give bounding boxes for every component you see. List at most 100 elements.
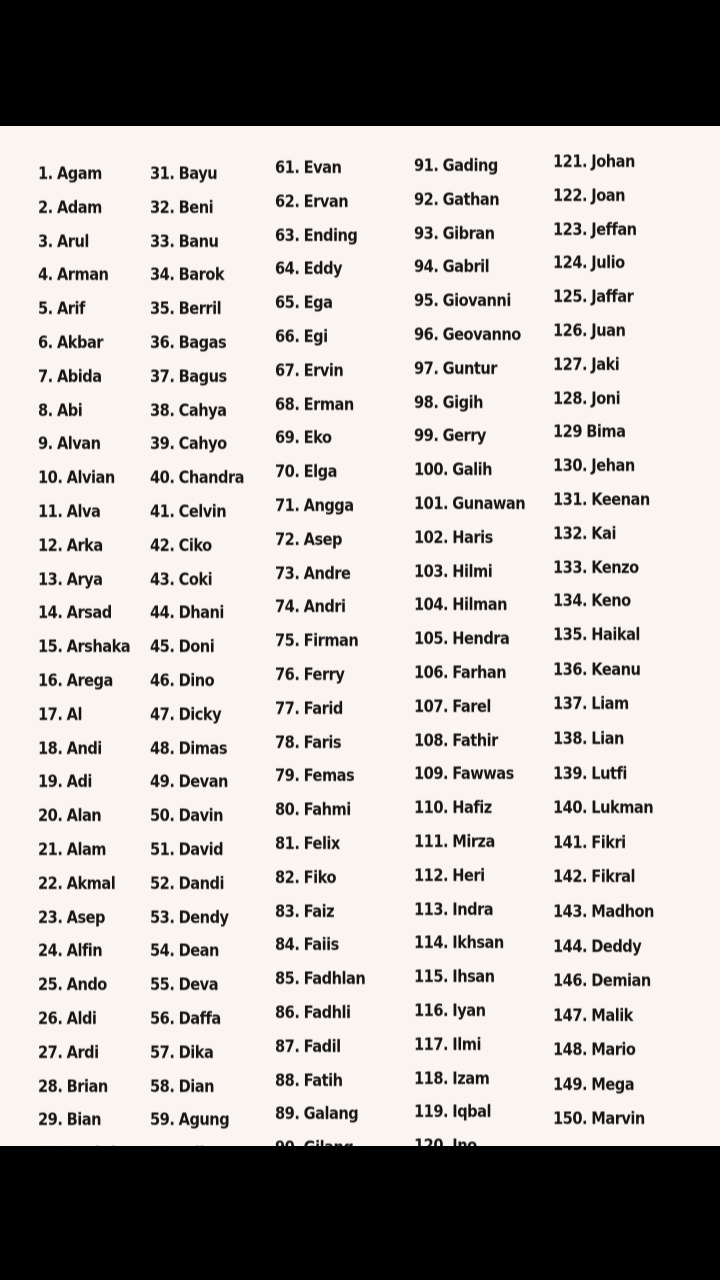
- list-item: 39. Cahyo: [150, 434, 244, 468]
- item-name: Haikal: [591, 625, 640, 646]
- list-item: 1. Agam: [38, 164, 132, 198]
- list-item: 15. Arshaka: [38, 637, 132, 671]
- list-item: 129 Bima: [553, 422, 654, 456]
- list-item: 28. Brian: [38, 1077, 132, 1111]
- item-name: Gathan: [442, 189, 500, 210]
- item-name: Juan: [591, 320, 626, 341]
- item-name: Bagas: [178, 332, 227, 353]
- list-item: 65. Ega: [275, 293, 365, 327]
- item-number: 125.: [553, 287, 588, 308]
- item-name: Arif: [57, 299, 85, 320]
- list-item: 128. Joni: [553, 389, 654, 423]
- item-name: Dean: [178, 941, 220, 962]
- list-item: 137. Liam: [553, 694, 654, 729]
- item-name: Abida: [57, 366, 102, 387]
- item-number: 123.: [553, 219, 588, 240]
- item-number: 66.: [275, 326, 300, 347]
- list-item: 132. Kai: [553, 524, 654, 558]
- item-number: 62.: [275, 191, 300, 212]
- item-number: 104.: [414, 595, 449, 616]
- item-number: 124.: [553, 253, 588, 274]
- item-number: 129: [553, 422, 582, 443]
- list-item: 49. Devan: [150, 772, 244, 806]
- item-number: 7.: [38, 366, 53, 387]
- list-item: 115. Ihsan: [414, 967, 525, 1001]
- item-name: Dimas: [178, 738, 228, 759]
- list-item: 136. Keanu: [553, 660, 654, 695]
- list-item: 89. Galang: [275, 1104, 365, 1138]
- item-number: 51.: [150, 839, 175, 860]
- item-number: 128.: [553, 388, 588, 409]
- list-item: 108. Fathir: [414, 731, 525, 765]
- item-name: Al: [66, 704, 83, 725]
- item-number: 42.: [150, 535, 175, 556]
- item-name: Ferry: [303, 664, 345, 685]
- item-name: Bayu: [178, 164, 218, 184]
- item-number: 110.: [414, 798, 449, 819]
- name-column: 121. Johan 122. Joan 123. Jeffan 124. Julio 125.…: [553, 152, 670, 1144]
- item-number: 22.: [38, 873, 63, 894]
- list-item: 99. Gerry: [414, 426, 525, 460]
- item-number: 84.: [275, 935, 300, 956]
- item-name: Alvan: [57, 434, 101, 455]
- name-column: 31. Bayu 32. Beni 33. Banu 34. Barok 35. Berril 36…: [150, 164, 259, 1146]
- item-name: Brian: [66, 1076, 109, 1097]
- list-item: 56. Daffa: [150, 1009, 244, 1043]
- list-item: 27. Ardi: [38, 1043, 132, 1077]
- list-item: 125. Jaffar: [553, 287, 654, 321]
- item-name: Dian: [178, 1076, 215, 1097]
- list-item: 25. Ando: [38, 975, 132, 1009]
- item-name: Mirza: [452, 831, 495, 852]
- list-item: 109. Fawwas: [414, 764, 525, 798]
- item-number: 18.: [38, 738, 63, 759]
- item-number: 85.: [275, 969, 300, 990]
- list-item: 9. Alvan: [38, 434, 132, 468]
- item-number: 141.: [553, 832, 588, 853]
- list-item: 54. Dean: [150, 941, 244, 975]
- item-name: Chandra: [178, 468, 245, 489]
- list-item: 22. Akmal: [38, 874, 132, 908]
- item-name: Keenan: [591, 489, 650, 510]
- item-name: Felix: [303, 833, 341, 854]
- list-item: 149. Mega: [553, 1075, 654, 1110]
- item-number: 60.: [150, 1144, 175, 1146]
- item-number: 4.: [38, 265, 53, 286]
- item-number: 2.: [38, 197, 53, 218]
- item-number: 83.: [275, 901, 300, 922]
- item-number: 43.: [150, 569, 175, 590]
- name-column: 91. Gading 92. Gathan 93. Gibran 94. Gabril 95. G…: [414, 156, 543, 1146]
- list-item: 113. Indra: [414, 900, 525, 934]
- name-column: 61. Evan 62. Ervan 63. Ending 64. Eddy 65. Ega 66.…: [275, 158, 380, 1146]
- list-item: 96. Geovanno: [414, 325, 525, 359]
- item-name: Dandi: [178, 873, 225, 894]
- list-item: 18. Andi: [38, 739, 132, 773]
- item-name: Faiis: [303, 935, 340, 956]
- item-name: Galih: [452, 460, 493, 481]
- list-item: 19. Adi: [38, 772, 132, 806]
- item-number: 53.: [150, 907, 175, 928]
- item-number: 126.: [553, 320, 588, 341]
- list-item: 91. Gading: [414, 156, 525, 190]
- item-number: 24.: [38, 941, 63, 962]
- item-name: Ervin: [303, 360, 344, 381]
- item-name: Fatih: [303, 1070, 343, 1091]
- item-number: 142.: [553, 867, 588, 888]
- list-item: 51. David: [150, 840, 244, 874]
- list-item: 131. Keenan: [553, 490, 654, 524]
- list-item: 93. Gibran: [414, 224, 525, 258]
- item-number: 31.: [150, 164, 175, 184]
- item-name: Dhani: [178, 603, 225, 624]
- list-item: 77. Farid: [275, 699, 365, 733]
- list-item: 82. Fiko: [275, 868, 365, 902]
- list-item: 3. Arul: [38, 232, 132, 266]
- list-item: 81. Felix: [275, 834, 365, 868]
- item-number: 93.: [414, 223, 439, 244]
- list-item: 11. Alva: [38, 502, 132, 536]
- list-item: 50. Davin: [150, 806, 244, 840]
- item-number: 10.: [38, 468, 63, 489]
- item-number: 41.: [150, 501, 175, 522]
- item-number: 119.: [414, 1102, 449, 1123]
- item-number: 69.: [275, 428, 300, 449]
- item-number: 17.: [38, 704, 63, 725]
- item-number: 73.: [275, 563, 300, 584]
